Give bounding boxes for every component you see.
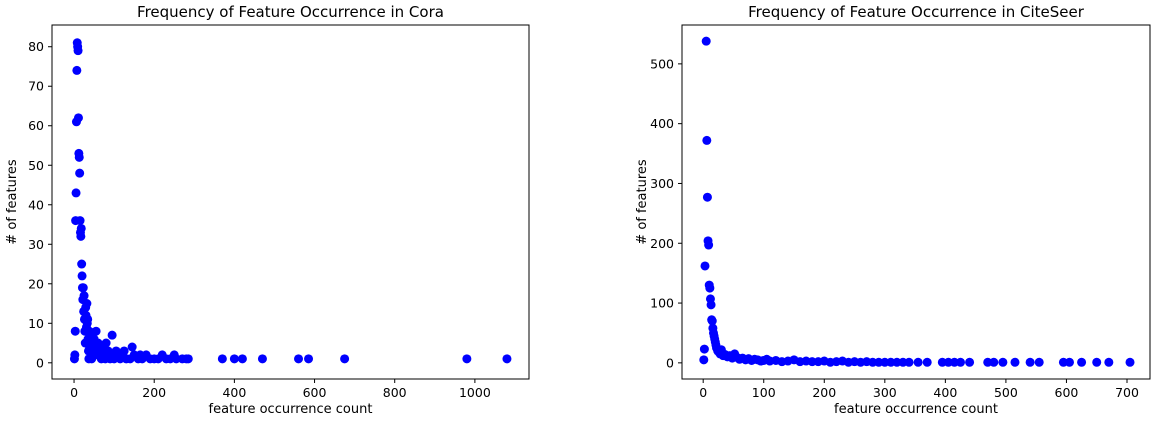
chart-1: 0 200 400 600 800 1000 0 10 20 30 40 50 60 70 80 Freque… <box>5 3 530 417</box>
data-point <box>119 346 129 356</box>
data-point <box>127 342 137 352</box>
data-point <box>229 354 239 364</box>
chart-2: 0 100 200 300 400 500 600 700 0 100 200 300 400 500 Fr… <box>635 3 1151 417</box>
data-point <box>78 283 88 293</box>
x-tick-label: 600 <box>303 385 327 400</box>
y-tick-label: 30 <box>28 237 44 252</box>
data-point <box>340 354 350 364</box>
data-point <box>71 188 81 198</box>
data-point <box>70 350 80 360</box>
data-point <box>183 354 193 364</box>
data-point <box>955 357 965 367</box>
data-point <box>1034 357 1044 367</box>
data-point <box>702 192 712 202</box>
plot-frame <box>51 24 530 380</box>
data-point <box>79 291 89 301</box>
data-point <box>701 36 711 46</box>
y-tick-label: 300 <box>650 176 674 191</box>
x-tick-label: 600 <box>1055 385 1079 400</box>
data-point <box>705 283 715 293</box>
y-tick-label: 200 <box>650 236 674 251</box>
data-point <box>1125 357 1135 367</box>
y-tick-label: 70 <box>28 79 44 94</box>
data-point <box>304 354 314 364</box>
y-tick-label: 40 <box>28 197 44 212</box>
data-point <box>101 338 111 348</box>
y-tick-label: 0 <box>666 355 674 370</box>
data-point <box>700 261 710 271</box>
data-point <box>989 357 999 367</box>
x-tick-label: 700 <box>1115 385 1139 400</box>
data-point <box>91 326 101 336</box>
y-axis-label: # of features <box>635 159 650 245</box>
data-point <box>707 316 717 326</box>
y-axis-label: # of features <box>5 159 20 245</box>
plot-frame <box>681 24 1151 380</box>
data-point <box>699 355 709 365</box>
data-point <box>913 357 923 367</box>
y-tick-label: 60 <box>28 118 44 133</box>
data-point <box>72 65 82 75</box>
data-point <box>462 354 472 364</box>
data-point <box>1025 357 1035 367</box>
data-point <box>76 223 86 233</box>
data-point <box>1010 357 1020 367</box>
data-point <box>502 354 512 364</box>
x-tick-label: 200 <box>812 385 836 400</box>
y-tick-label: 400 <box>650 116 674 131</box>
data-point <box>77 271 87 281</box>
x-tick-label: 400 <box>222 385 246 400</box>
data-point <box>73 113 83 123</box>
data-point <box>1104 357 1114 367</box>
data-point <box>107 330 117 340</box>
data-point <box>257 354 267 364</box>
y-tick-label: 500 <box>650 56 674 71</box>
data-point <box>76 231 86 241</box>
x-tick-label: 0 <box>699 385 707 400</box>
x-tick-label: 500 <box>994 385 1018 400</box>
data-point <box>83 314 93 324</box>
x-tick-label: 300 <box>873 385 897 400</box>
data-point <box>965 357 975 367</box>
data-point <box>74 152 84 162</box>
x-tick-label: 0 <box>70 385 78 400</box>
data-point <box>75 216 85 226</box>
data-point <box>706 300 716 310</box>
x-tick-label: 200 <box>142 385 166 400</box>
y-tick-label: 20 <box>28 276 44 291</box>
y-tick-label: 50 <box>28 158 44 173</box>
data-point <box>237 354 247 364</box>
data-point <box>70 326 80 336</box>
x-tick-label: 800 <box>383 385 407 400</box>
data-point <box>922 357 932 367</box>
data-point <box>73 46 83 56</box>
x-axis-label: feature occurrence count <box>209 402 373 417</box>
data-point <box>1077 357 1087 367</box>
data-point <box>82 299 92 309</box>
data-point <box>1064 357 1074 367</box>
data-point <box>217 354 227 364</box>
y-tick-label: 0 <box>36 355 44 370</box>
data-point <box>294 354 304 364</box>
chart-title: Frequency of Feature Occurrence in CiteS… <box>748 3 1085 21</box>
x-tick-label: 400 <box>933 385 957 400</box>
data-point <box>1092 357 1102 367</box>
chart-title: Frequency of Feature Occurrence in Cora <box>137 3 444 21</box>
y-tick-label: 80 <box>28 39 44 54</box>
x-tick-label: 1000 <box>459 385 491 400</box>
data-point <box>75 168 85 178</box>
y-tick-label: 10 <box>28 316 44 331</box>
x-tick-label: 100 <box>752 385 776 400</box>
data-point <box>702 135 712 145</box>
data-point <box>998 357 1008 367</box>
data-point <box>904 357 914 367</box>
x-axis-label: feature occurrence count <box>834 402 998 417</box>
data-point <box>77 259 87 269</box>
data-point <box>699 344 709 354</box>
y-tick-label: 100 <box>650 296 674 311</box>
data-point <box>704 240 714 250</box>
